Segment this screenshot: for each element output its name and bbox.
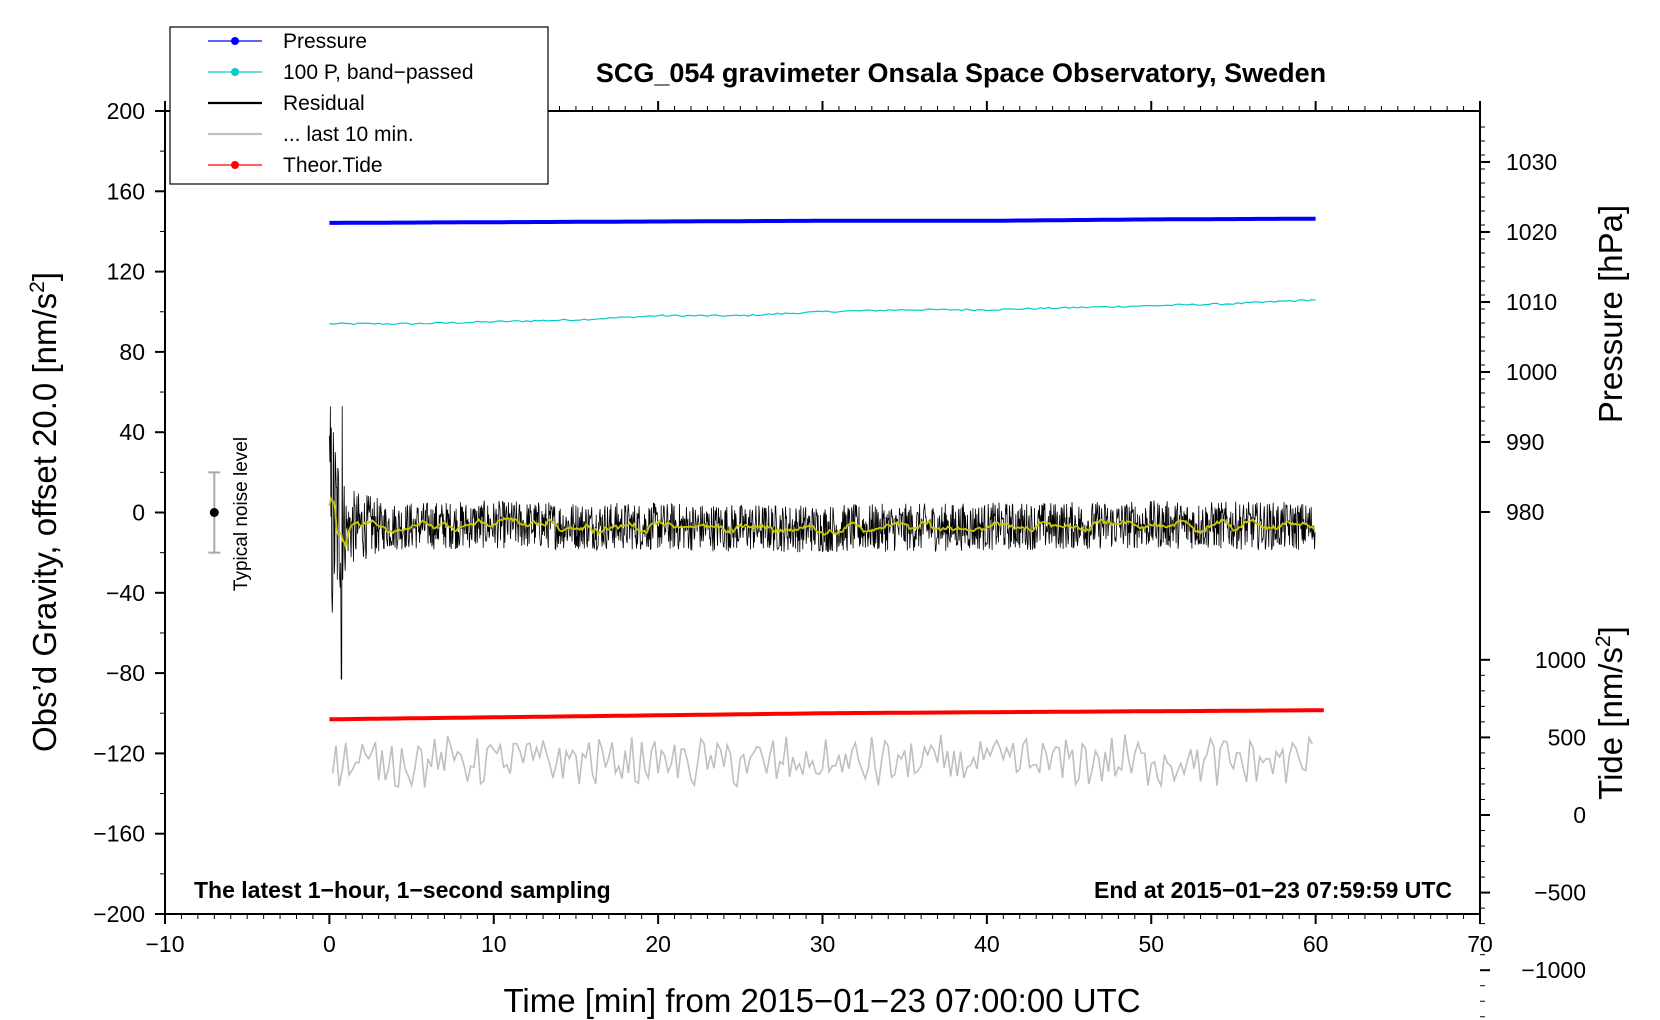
pressure-tick-label: 1010 <box>1506 289 1557 315</box>
tide-series <box>329 708 1324 722</box>
end-time-note: End at 2015−01−23 07:59:59 UTC <box>1094 877 1452 903</box>
noise-bar-center <box>209 508 219 517</box>
legend: Pressure 100 P, band−passed Residual ... la… <box>169 26 549 185</box>
x-tick-label: 40 <box>974 931 1000 957</box>
y-axis-title-pressure: Pressure [hPa] <box>1592 205 1629 423</box>
tide-tick-label: −1000 <box>1521 957 1586 983</box>
sampling-note: The latest 1−hour, 1−second sampling <box>194 877 611 903</box>
y-tick-label: −40 <box>106 580 145 606</box>
pressure-series <box>329 216 1316 225</box>
axis-ticks: −10 0 10 20 30 40 50 60 70−200−160−120−80−400408… <box>93 98 1586 1018</box>
tide-tick-label: −500 <box>1534 880 1586 906</box>
pressure-tick-label: 1000 <box>1506 359 1557 385</box>
legend-label: Pressure <box>283 30 367 53</box>
series-layer <box>208 216 1324 789</box>
tide-tick-label: 0 <box>1573 802 1586 828</box>
band-passed-series <box>329 298 1316 326</box>
legend-label: Residual <box>283 92 365 115</box>
y-tick-label: 120 <box>107 259 145 285</box>
x-tick-label: 70 <box>1467 931 1493 957</box>
y-axis-title-left: Obs’d Gravity, offset 20.0 [nm/s2] <box>26 272 63 752</box>
y-tick-label: 0 <box>132 500 145 526</box>
residual-series <box>329 406 1316 680</box>
pressure-tick-label: 980 <box>1506 499 1544 525</box>
x-tick-label: 10 <box>481 931 507 957</box>
y-axis-title-tide: Tide [nm/s2] <box>1592 626 1629 800</box>
last-10-min-series <box>331 734 1314 789</box>
x-axis-title: Time [min] from 2015−01−23 07:00:00 UTC <box>503 982 1140 1019</box>
legend-marker <box>231 37 239 45</box>
pressure-tick-label: 990 <box>1506 429 1544 455</box>
legend-marker <box>231 161 239 169</box>
x-tick-label: 50 <box>1138 931 1164 957</box>
y-tick-label: −120 <box>93 740 145 766</box>
legend-label: Theor.Tide <box>283 154 383 177</box>
x-tick-label: −10 <box>145 931 184 957</box>
x-tick-label: 30 <box>810 931 836 957</box>
legend-label: 100 P, band−passed <box>283 61 474 84</box>
x-tick-label: 60 <box>1303 931 1329 957</box>
legend-marker <box>231 68 239 76</box>
noise-level-label: Typical noise level <box>231 437 252 591</box>
y-tick-label: 160 <box>107 178 145 204</box>
y-tick-label: 80 <box>119 339 145 365</box>
y-tick-label: −160 <box>93 821 145 847</box>
legend-box <box>169 26 549 185</box>
pressure-tick-label: 1030 <box>1506 149 1557 175</box>
x-tick-label: 0 <box>323 931 336 957</box>
y-tick-label: 200 <box>107 98 145 124</box>
y-tick-label: 40 <box>119 419 145 445</box>
pressure-tick-label: 1020 <box>1506 219 1557 245</box>
tide-tick-label: 500 <box>1548 724 1586 750</box>
y-tick-label: −200 <box>93 901 145 927</box>
y-tick-label: −80 <box>106 660 145 686</box>
chart-title: SCG_054 gravimeter Onsala Space Observat… <box>596 58 1326 88</box>
x-tick-label: 20 <box>645 931 671 957</box>
legend-label: ... last 10 min. <box>283 123 414 146</box>
tide-tick-label: 1000 <box>1535 647 1586 673</box>
residual-smoothed <box>328 496 1316 550</box>
